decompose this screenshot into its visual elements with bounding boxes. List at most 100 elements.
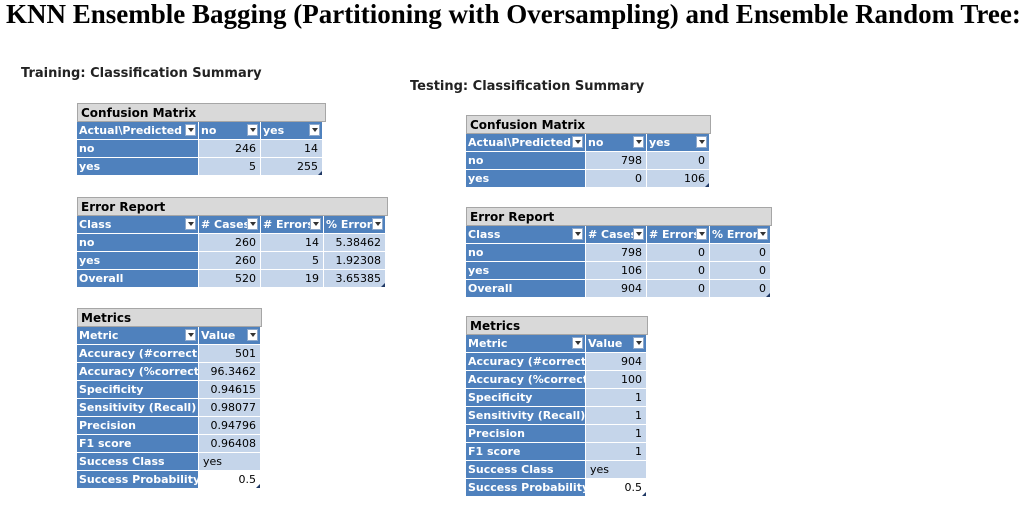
filter-dropdown-icon[interactable] — [247, 329, 258, 341]
training-metrics: Metrics Metric Value Accuracy (#correct)… — [77, 308, 262, 489]
filter-dropdown-icon[interactable] — [696, 228, 707, 240]
column-header[interactable]: Metric — [77, 327, 199, 345]
filter-dropdown-icon[interactable] — [757, 228, 768, 240]
cell-value: 5 — [261, 252, 324, 270]
cell-value: 0 — [647, 280, 710, 298]
cell-value: 0.5 — [586, 479, 647, 497]
row-label: no — [466, 152, 586, 170]
table-title: Error Report — [466, 207, 772, 226]
cell-value: 0 — [647, 262, 710, 280]
filter-dropdown-icon[interactable] — [572, 337, 583, 349]
column-header[interactable]: no — [199, 122, 261, 140]
row-label: Accuracy (%correct) — [466, 371, 586, 389]
filter-dropdown-icon[interactable] — [309, 124, 320, 136]
table-row: Success Class yes — [466, 461, 648, 479]
column-header[interactable]: Value — [586, 335, 647, 353]
column-header[interactable]: # Errors — [261, 216, 324, 234]
cell-value: 0.98077 — [199, 399, 261, 417]
column-header[interactable]: Class — [77, 216, 199, 234]
row-label: Sensitivity (Recall) — [466, 407, 586, 425]
table-row: no 798 0 0 — [466, 244, 772, 262]
cell-value: 260 — [199, 252, 261, 270]
cell-value: 0 — [710, 262, 771, 280]
table-row: Accuracy (#correct) 501 — [77, 345, 262, 363]
filter-dropdown-icon[interactable] — [572, 228, 583, 240]
row-label: Precision — [77, 417, 199, 435]
resize-handle-icon[interactable] — [705, 183, 709, 187]
cell-value: 0 — [647, 244, 710, 262]
cell-value: 904 — [586, 353, 647, 371]
filter-dropdown-icon[interactable] — [572, 136, 583, 148]
resize-handle-icon[interactable] — [318, 171, 322, 175]
row-label: Sensitivity (Recall) — [77, 399, 199, 417]
table-row: Specificity 0.94615 — [77, 381, 262, 399]
filter-dropdown-icon[interactable] — [310, 218, 321, 230]
row-label: Specificity — [77, 381, 199, 399]
filter-dropdown-icon[interactable] — [696, 136, 707, 148]
table-row: no 798 0 — [466, 152, 711, 170]
column-header[interactable]: # Cases — [586, 226, 647, 244]
filter-dropdown-icon[interactable] — [185, 218, 196, 230]
filter-dropdown-icon[interactable] — [185, 329, 196, 341]
filter-dropdown-icon[interactable] — [633, 136, 644, 148]
cell-value: 0.94796 — [199, 417, 261, 435]
cell-value: 5.38462 — [324, 234, 386, 252]
cell-value: 1 — [586, 425, 647, 443]
filter-dropdown-icon[interactable] — [633, 337, 644, 349]
row-label: yes — [77, 252, 199, 270]
column-header[interactable]: % Error — [324, 216, 386, 234]
table-row: yes 5 255 — [77, 158, 326, 176]
filter-dropdown-icon[interactable] — [633, 228, 644, 240]
testing-metrics: Metrics Metric Value Accuracy (#correct)… — [466, 316, 648, 497]
row-label: Accuracy (%correct) — [77, 363, 199, 381]
resize-handle-icon[interactable] — [642, 492, 646, 496]
resize-handle-icon[interactable] — [256, 484, 260, 488]
table-row: Success Probability 0.5 — [77, 471, 262, 489]
filter-dropdown-icon[interactable] — [185, 124, 196, 136]
cell-value: 106 — [647, 170, 710, 188]
cell-value: 501 — [199, 345, 261, 363]
cell-value: 798 — [586, 152, 647, 170]
filter-dropdown-icon[interactable] — [247, 124, 258, 136]
cell-value: 1 — [586, 389, 647, 407]
column-header[interactable]: Class — [466, 226, 586, 244]
column-header[interactable]: yes — [261, 122, 323, 140]
row-label: Success Probability — [77, 471, 199, 489]
row-label: no — [466, 244, 586, 262]
table-row: Overall 520 19 3.65385 — [77, 270, 388, 288]
table-row: Accuracy (#correct) 904 — [466, 353, 648, 371]
row-label: Success Probability — [466, 479, 586, 497]
row-label: Success Class — [466, 461, 586, 479]
column-header[interactable]: no — [586, 134, 647, 152]
cell-value: 798 — [586, 244, 647, 262]
table-title: Confusion Matrix — [466, 115, 711, 134]
column-header[interactable]: Metric — [466, 335, 586, 353]
column-header[interactable]: % Error — [710, 226, 771, 244]
table-row: Sensitivity (Recall) 1 — [466, 407, 648, 425]
row-label: Specificity — [466, 389, 586, 407]
resize-handle-icon[interactable] — [766, 293, 770, 297]
cell-value: 1.92308 — [324, 252, 386, 270]
table-row: Overall 904 0 0 — [466, 280, 772, 298]
table-row: yes 106 0 0 — [466, 262, 772, 280]
table-title: Metrics — [77, 308, 262, 327]
column-header[interactable]: # Errors — [647, 226, 710, 244]
column-header[interactable]: Value — [199, 327, 261, 345]
column-header[interactable]: Actual\Predicted — [77, 122, 199, 140]
cell-value: 260 — [199, 234, 261, 252]
filter-dropdown-icon[interactable] — [247, 218, 258, 230]
testing-label: Testing: Classification Summary — [410, 79, 645, 94]
row-label: F1 score — [466, 443, 586, 461]
column-header[interactable]: Actual\Predicted — [466, 134, 586, 152]
cell-value: 255 — [261, 158, 323, 176]
filter-dropdown-icon[interactable] — [372, 218, 383, 230]
resize-handle-icon[interactable] — [381, 283, 385, 287]
cell-value: 0.94615 — [199, 381, 261, 399]
cell-value: 0 — [647, 152, 710, 170]
table-row: F1 score 0.96408 — [77, 435, 262, 453]
column-header[interactable]: # Cases — [199, 216, 261, 234]
testing-error-report: Error Report Class # Cases # Errors % Er… — [466, 207, 772, 298]
cell-value: 14 — [261, 234, 324, 252]
column-header[interactable]: yes — [647, 134, 710, 152]
row-label: Accuracy (#correct) — [466, 353, 586, 371]
